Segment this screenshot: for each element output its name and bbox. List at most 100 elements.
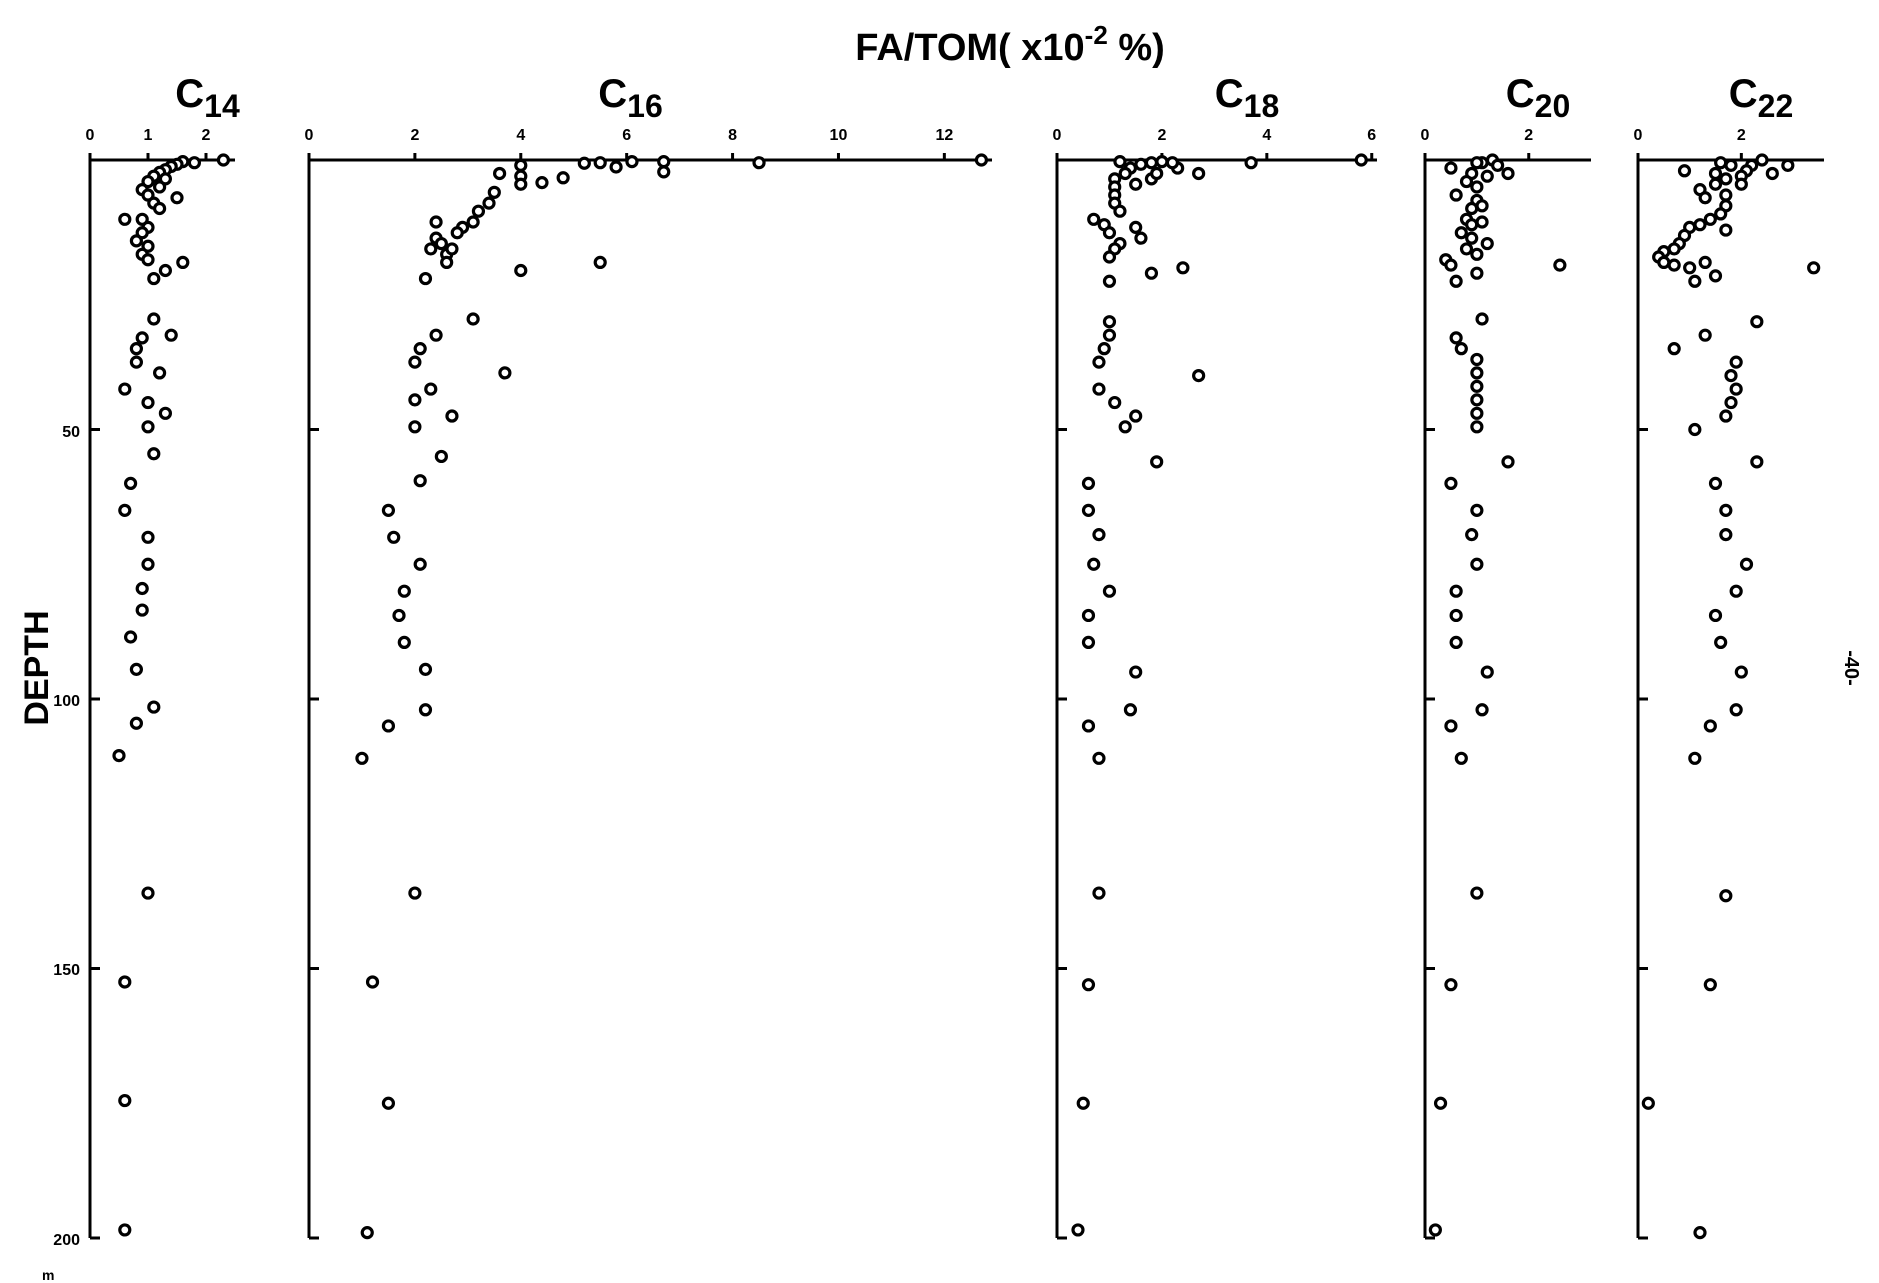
c14-point-52: [118, 1223, 132, 1237]
c22-point-9: [1708, 166, 1723, 181]
c20-point-7: [1480, 169, 1494, 183]
c18-point-11: [1129, 177, 1143, 191]
c16-panel-title-letter: C: [598, 72, 627, 116]
c20-point-44: [1480, 665, 1494, 679]
c22-point-27: [1667, 258, 1681, 272]
c14-point-29: [135, 331, 149, 345]
c16-point-17: [466, 215, 480, 229]
c14-point-13: [170, 191, 184, 205]
y-axis-unit: m: [42, 1267, 54, 1283]
c22-point-23: [1667, 242, 1681, 256]
c22-point-15: [1719, 188, 1733, 202]
c14-point-14: [153, 201, 167, 216]
y-tick-labels: 50 100 150 200: [53, 424, 80, 1249]
c20-point-8: [1459, 174, 1474, 189]
c22-point-2: [1765, 166, 1779, 181]
c22-panel-title-subscript: 22: [1758, 88, 1794, 124]
c22-point-34: [1750, 315, 1764, 329]
c20-point-10: [1449, 188, 1463, 202]
c20-point-40: [1470, 557, 1484, 571]
c16-point-31: [429, 328, 443, 342]
panel-c22: 0 2 C22: [1634, 72, 1824, 1240]
c16-point-35: [424, 382, 438, 396]
c22-point-44: [1708, 476, 1723, 490]
c14-point-16: [118, 212, 132, 226]
c20-point-36: [1501, 455, 1515, 469]
c22-x-tick-label-2: 2: [1737, 127, 1746, 144]
c20-point-3: [1501, 166, 1515, 181]
c20-panel-title-letter: C: [1506, 72, 1535, 116]
c22-point-40: [1724, 395, 1738, 410]
c22-point-38: [1724, 369, 1738, 383]
c20-point-39: [1465, 528, 1479, 542]
c20-point-31: [1470, 366, 1484, 380]
c22-point-35: [1698, 328, 1712, 342]
c20-point-49: [1444, 978, 1458, 992]
page-number: -40-: [1840, 650, 1862, 686]
c20-point-43: [1449, 635, 1463, 650]
c20-point-28: [1449, 331, 1463, 345]
c18-panel-title: C18: [1215, 72, 1279, 124]
c16-point-20: [429, 215, 443, 229]
c20-point-13: [1475, 199, 1489, 213]
c16-point-5: [609, 160, 623, 174]
main-title: FA/TOM( x10-2 %): [855, 20, 1165, 69]
c16-x-tick-label-2: 2: [410, 127, 419, 144]
c16-point-6: [593, 156, 607, 170]
c18-point-54: [1071, 1223, 1085, 1237]
c14-point-46: [147, 700, 161, 714]
c16-point-13: [493, 166, 507, 181]
c16-point-52: [365, 975, 380, 989]
c16-point-33: [408, 355, 422, 369]
c14-point-24: [176, 255, 190, 270]
c14-points: [112, 153, 230, 1237]
c14-point-34: [141, 395, 155, 410]
c16-point-26: [440, 255, 454, 270]
c16-point-29: [418, 271, 433, 286]
c14-x-tick-label-2: 2: [202, 127, 211, 144]
c22-point-50: [1714, 635, 1728, 650]
c20-point-35: [1470, 420, 1484, 434]
c22-point-33: [1688, 274, 1702, 288]
c14-panel-title-subscript: 14: [204, 88, 240, 124]
c20-point-9: [1470, 180, 1484, 194]
c16-point-14: [487, 185, 501, 199]
c22-point-28: [1683, 261, 1697, 275]
c16-panel-title-subscript: 16: [627, 88, 663, 124]
c22-point-58: [1693, 1226, 1707, 1240]
c18-x-tick-label-4: 4: [1262, 127, 1271, 144]
c14-point-42: [135, 581, 149, 596]
c22-point-36: [1667, 342, 1681, 356]
c16-point-51: [408, 886, 422, 900]
c22-point-37: [1729, 355, 1743, 369]
c14-x-tick-label-1: 1: [144, 127, 153, 144]
c18-panel-title-letter: C: [1215, 72, 1244, 116]
c16-point-50: [355, 751, 369, 765]
c14-point-20: [129, 234, 143, 248]
c20-point-18: [1465, 231, 1479, 245]
c20-point-27: [1475, 312, 1489, 326]
c22-panel-title: C22: [1729, 72, 1793, 124]
c20-point-4: [1470, 156, 1484, 170]
c22-point-7: [1724, 158, 1738, 172]
c14-panel-title: C14: [175, 72, 240, 124]
c22-point-30: [1719, 223, 1733, 237]
c22-point-48: [1729, 584, 1743, 598]
c18-point-18: [1113, 204, 1127, 218]
c16-point-0: [974, 153, 989, 167]
c16-point-45: [392, 608, 406, 623]
c22-point-45: [1719, 503, 1733, 517]
c18-point-53: [1076, 1096, 1090, 1110]
c16-point-36: [408, 393, 422, 407]
c14-point-44: [124, 630, 138, 644]
c16-x-tick-label-0: 0: [305, 127, 314, 144]
y-tick-label-150: 150: [53, 962, 80, 979]
main-title-end: %): [1108, 27, 1165, 69]
c22-point-52: [1729, 703, 1743, 717]
c20-point-21: [1470, 247, 1484, 261]
c22-points: [1641, 153, 1821, 1240]
c14-point-47: [129, 716, 143, 730]
c22-x-tick-label-0: 0: [1634, 127, 1643, 144]
c16-point-12: [514, 177, 528, 191]
